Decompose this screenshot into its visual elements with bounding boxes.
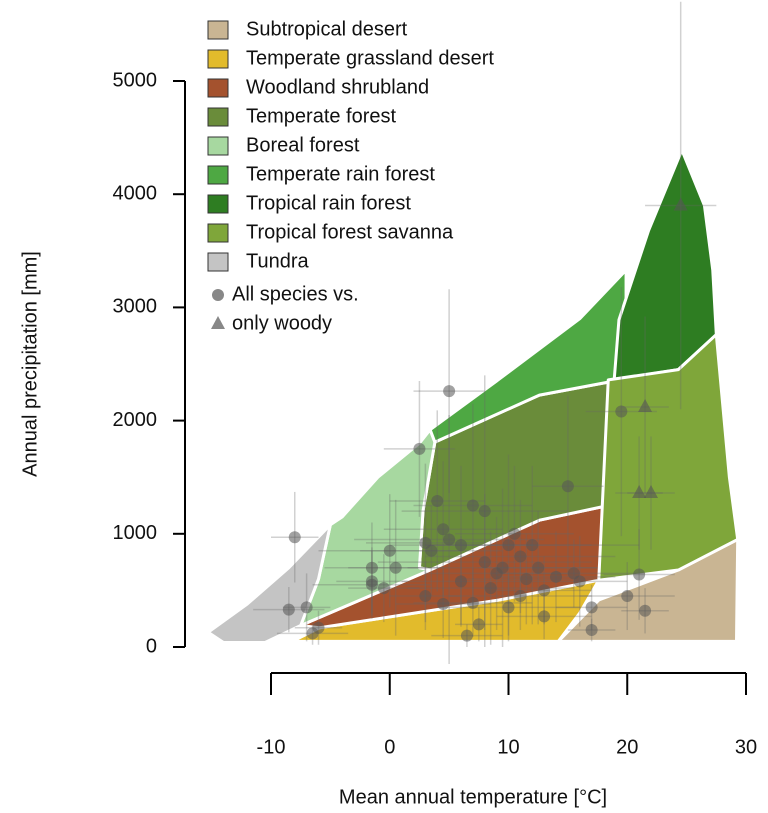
point [282,603,295,616]
point [472,618,485,631]
legend-label: Tropical rain forest [246,192,411,214]
legend-swatch [207,252,229,272]
x-tick-label: 20 [616,736,638,758]
legend-swatch [207,107,229,127]
point [673,197,688,211]
legend-swatch [207,20,229,40]
y-tick-label: 0 [146,635,157,657]
x-tick-label: 10 [497,736,519,758]
x-tick-label: -10 [257,736,286,758]
legend-marker [211,316,225,329]
biome-area [612,148,718,382]
point [621,590,634,603]
legend-swatch [207,194,229,214]
x-tick-label: 0 [384,736,395,758]
point [496,561,509,574]
point [538,584,551,597]
legend-label: only woody [232,312,332,334]
legend-label: Tropical forest savanna [246,221,454,243]
point [632,485,647,499]
y-tick-label: 5000 [113,69,158,91]
point [502,601,515,614]
point [365,578,378,591]
point [425,544,438,557]
legend-swatch [207,78,229,98]
point [639,604,652,617]
biome-area [206,523,332,644]
x-tick-label: 30 [735,736,757,758]
y-axis-label: Annual precipitation [mm] [19,251,41,477]
point [615,405,628,418]
x-axis-label: Mean annual temperature [°C] [339,786,607,808]
point [455,575,467,588]
point [502,539,515,552]
point [431,494,444,507]
point [514,550,527,563]
point [466,499,479,512]
point [520,573,533,586]
point [585,624,598,637]
point [377,582,390,595]
point [437,597,450,610]
y-tick-label: 2000 [113,409,158,431]
point [478,505,491,518]
point [526,539,539,552]
point [419,590,432,603]
legend-label: Temperate grassland desert [246,47,494,69]
point [478,556,491,569]
legend-swatch [207,136,229,156]
point [538,610,551,623]
point [437,523,450,536]
point [466,596,479,609]
legend-swatch [207,165,229,185]
point [460,629,473,642]
point [443,385,456,398]
y-tick-label: 3000 [113,296,158,318]
point [508,527,521,540]
legend-label: Tundra [246,250,310,272]
legend-label: Subtropical desert [246,18,408,40]
legend-label: Boreal forest [246,134,360,156]
point [633,568,646,581]
y-tick-label: 1000 [113,522,158,544]
point [532,561,545,574]
point [561,480,574,493]
legend-marker [212,289,224,301]
point [312,621,325,634]
point [288,531,301,544]
legend-label: Temperate rain forest [246,163,435,185]
legend-label: Temperate forest [246,105,397,127]
point [484,582,497,595]
point [389,561,402,574]
point [300,601,313,614]
legend-swatch [207,223,229,243]
point [585,601,598,614]
legend-label: All species vs. [232,283,359,305]
y-tick-label: 4000 [113,182,158,204]
point [443,533,456,546]
point [638,399,653,413]
point [573,575,586,588]
point [383,544,396,557]
point [413,442,426,455]
legend-label: Woodland shrubland [246,76,429,98]
biome-area [597,333,740,582]
point [455,539,467,552]
point [550,570,562,583]
point [514,590,527,603]
point [644,485,658,499]
point [365,561,378,574]
legend-swatch [207,49,229,69]
